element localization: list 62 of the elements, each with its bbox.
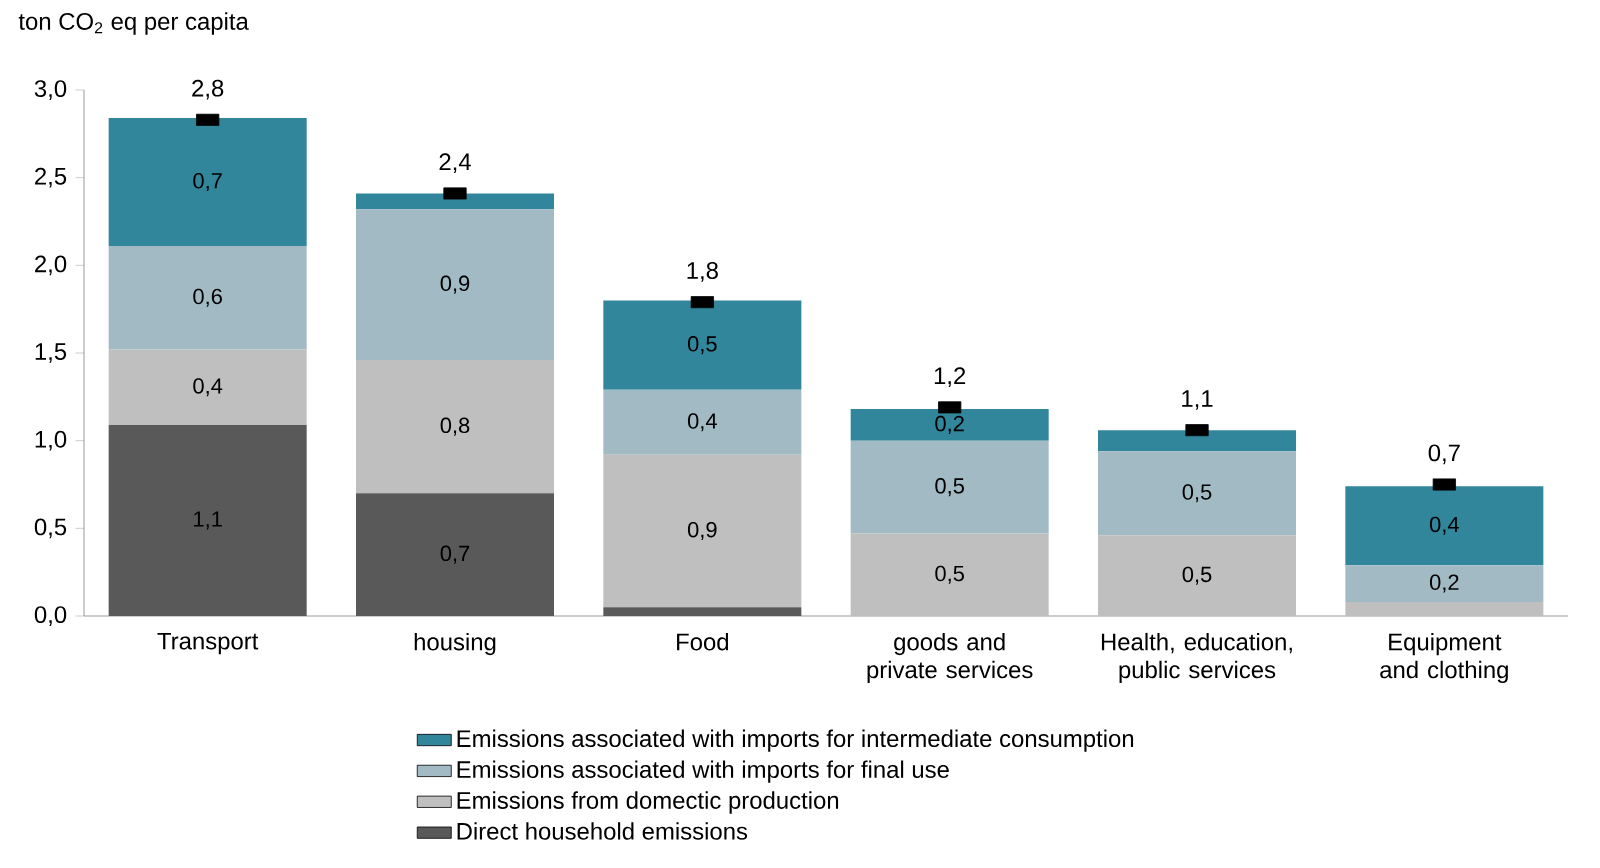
data-label: 0,5 (687, 336, 717, 355)
bar (1098, 451, 1297, 536)
y-tick-label: 2,5 (35, 167, 67, 188)
bar (356, 360, 555, 494)
data-label: 0,7 (440, 545, 470, 564)
data-label: 0,7 (193, 173, 222, 192)
legend-label: Emissions associated with imports for final use (457, 760, 949, 783)
x-tick-label: goods and private services (867, 632, 1033, 684)
data-label: 1,1 (194, 511, 222, 530)
bar (356, 209, 555, 361)
data-label: 0,4 (1429, 516, 1459, 535)
bar (603, 454, 802, 608)
data-label: 0,6 (193, 288, 222, 307)
y-axis-title: ton CO$_{2}$ eq per capita (18, 12, 249, 35)
bar (356, 493, 555, 616)
bar (850, 409, 1049, 441)
bar (850, 440, 1049, 534)
bar (108, 424, 307, 616)
data-label: 0,5 (1182, 484, 1212, 503)
x-tick-label: housing (414, 632, 496, 656)
bar (108, 246, 307, 350)
y-tick-label: 1,0 (35, 430, 67, 451)
legend-label: Direct household emissions (457, 822, 748, 840)
x-tick-label: Transport (157, 632, 259, 655)
x-tick-label: Equipment and clothing (1380, 632, 1508, 684)
bar (1098, 535, 1297, 616)
bar (356, 193, 555, 210)
bar (603, 607, 802, 616)
bar (1345, 565, 1544, 602)
data-label: 0,4 (193, 378, 223, 397)
y-tick-label: 0,0 (34, 606, 67, 626)
bar (603, 389, 802, 455)
total-label: 1,1 (1182, 390, 1213, 410)
data-label: 0,5 (1182, 566, 1212, 585)
y-tick-label: 2,0 (35, 255, 67, 276)
bar (1345, 486, 1544, 566)
data-label: 0,2 (935, 415, 964, 434)
data-label: 0,8 (440, 417, 470, 436)
data-label: 0,9 (687, 521, 717, 541)
y-tick-label: 0,5 (34, 518, 67, 539)
data-label: 0,2 (1429, 574, 1459, 593)
total-label: 0,7 (1428, 444, 1460, 465)
bar (603, 300, 802, 390)
x-tick-label: Health, education, public services (1101, 632, 1292, 684)
total-label: 2,8 (192, 79, 224, 100)
bar (108, 118, 307, 247)
data-label: 0,5 (935, 565, 964, 584)
bar (1345, 601, 1544, 616)
data-label: 0,4 (687, 413, 717, 432)
total-label: 1,2 (934, 367, 966, 387)
bar (850, 533, 1049, 616)
bar (108, 349, 307, 425)
x-tick-label: Food (677, 632, 729, 651)
legend-label: Emissions associated with imports for intermediate consumption (457, 729, 1134, 752)
data-label: 0,9 (440, 275, 470, 294)
legend-label: Emissions from domectic production (457, 791, 839, 814)
y-tick-label: 1,5 (35, 343, 67, 363)
data-label: 0,5 (935, 478, 964, 497)
total-label: 1,8 (687, 262, 718, 282)
total-label: 2,4 (439, 153, 471, 174)
bar (1098, 430, 1297, 452)
y-tick-label: 3,0 (34, 80, 67, 100)
